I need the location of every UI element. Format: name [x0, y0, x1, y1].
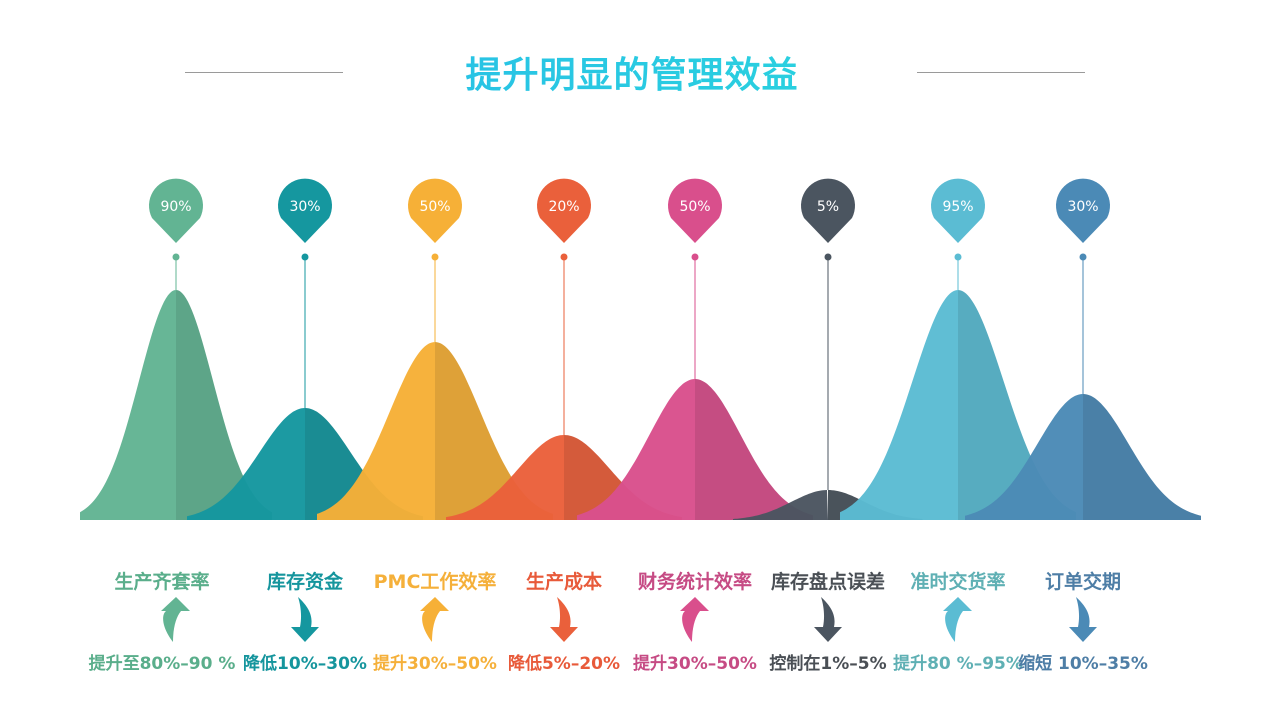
- curved-arrow-up-icon: [420, 597, 449, 642]
- arrow-shape: [420, 597, 449, 642]
- pin-value: 30%: [289, 199, 320, 215]
- curve-left-half: [733, 490, 828, 520]
- metric-name: PMC工作效率: [373, 571, 497, 593]
- metric-name: 准时交货率: [910, 571, 1006, 593]
- map-pin-icon: [930, 178, 986, 243]
- curve-right-half: [176, 290, 272, 520]
- leader-dot: [431, 253, 439, 261]
- metric-change: 降低5%–20%: [507, 654, 621, 674]
- curve-left-half: [577, 379, 695, 520]
- map-pin-icon: [1056, 178, 1111, 243]
- metric-change: 缩短 10%–35%: [1018, 654, 1148, 674]
- curve-left-half: [446, 435, 564, 520]
- map-pin-icon: [537, 178, 591, 243]
- arrow-shape: [943, 597, 972, 642]
- metric-change: 控制在1%–5%: [769, 654, 887, 674]
- leader-dot: [954, 253, 962, 261]
- pin-value: 20%: [548, 199, 579, 215]
- curved-arrow-up-icon: [943, 597, 972, 642]
- map-pin-icon: [278, 178, 332, 243]
- metric-change: 提升30%–50%: [373, 654, 497, 674]
- curved-arrow-up-icon: [161, 597, 190, 642]
- leader-dot: [301, 253, 309, 261]
- arrow-shape: [161, 597, 190, 642]
- map-pin-icon: [149, 178, 203, 243]
- curved-arrow-down-icon: [550, 597, 578, 642]
- curve-right-half: [1083, 394, 1201, 520]
- curved-arrow-up-icon: [680, 597, 709, 642]
- metric-name: 财务统计效率: [637, 571, 752, 593]
- pin-value: 5%: [817, 199, 839, 215]
- arrow-shape: [680, 597, 709, 642]
- title-rule-right: [917, 72, 1085, 73]
- curved-arrow-down-icon: [814, 597, 842, 642]
- metric-name: 库存资金: [266, 571, 343, 593]
- map-pin-icon: [668, 178, 722, 243]
- curve-right-half: [695, 379, 813, 520]
- pin-value: 30%: [1067, 199, 1098, 215]
- arrow-shape: [291, 597, 319, 642]
- curve-right-half: [958, 290, 1076, 520]
- metric-name: 订单交期: [1044, 571, 1121, 593]
- metric-name: 生产成本: [525, 571, 602, 593]
- curved-arrow-down-icon: [1069, 597, 1097, 642]
- arrow-shape: [550, 597, 578, 642]
- metric-name: 生产齐套率: [114, 571, 210, 593]
- title-rule-left: [185, 72, 343, 73]
- leader-dot: [691, 253, 699, 261]
- curve-right-half: [564, 435, 682, 520]
- page-title: 提升明显的管理效益: [0, 46, 1264, 98]
- curve-left-half: [840, 290, 958, 520]
- arrow-shape: [1069, 597, 1097, 642]
- arrow-shape: [814, 597, 842, 642]
- curve-left-half: [965, 394, 1083, 520]
- pin-value: 95%: [942, 199, 973, 215]
- curve-left-half: [317, 342, 435, 520]
- curve-right-half: [435, 342, 553, 520]
- leader-dot: [824, 253, 832, 261]
- map-pin-icon: [801, 178, 855, 243]
- leader-dot: [1079, 253, 1087, 261]
- curve-left-half: [187, 408, 305, 520]
- leader-dot: [560, 253, 568, 261]
- metric-change: 提升至80%–90 %: [88, 654, 236, 674]
- metric-change: 提升30%–50%: [633, 654, 757, 674]
- pin-value: 90%: [160, 199, 191, 215]
- map-pin-icon: [408, 178, 462, 243]
- metric-change: 降低10%–30%: [243, 654, 367, 674]
- curve-right-half: [305, 408, 423, 520]
- curve-left-half: [80, 290, 176, 520]
- metric-change: 提升80 %–95%: [893, 654, 1023, 674]
- pin-value: 50%: [419, 199, 450, 215]
- curved-arrow-down-icon: [291, 597, 319, 642]
- leader-dot: [172, 253, 180, 261]
- metric-name: 库存盘点误差: [770, 571, 885, 593]
- pin-value: 50%: [679, 199, 710, 215]
